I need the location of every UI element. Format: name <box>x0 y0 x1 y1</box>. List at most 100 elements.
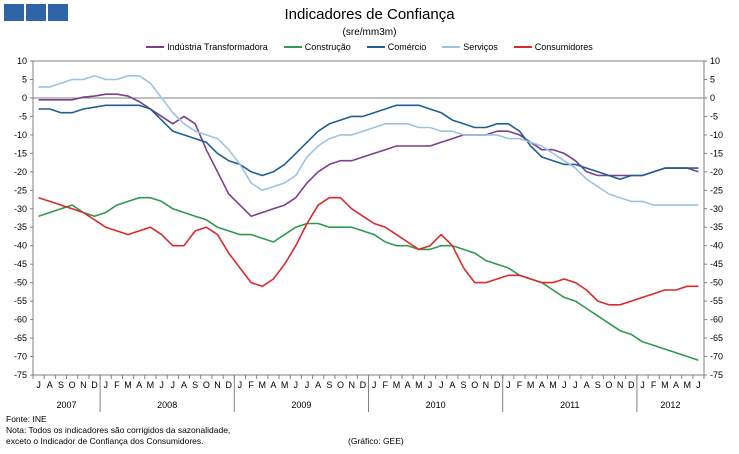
month-label: J <box>640 380 645 390</box>
series-line <box>38 104 699 180</box>
y-tick-label-left: -55 <box>14 296 27 306</box>
month-label: N <box>617 380 624 390</box>
month-label: J <box>305 380 310 390</box>
month-label: A <box>584 380 590 390</box>
month-label: J <box>159 380 164 390</box>
legend-label: Consumidores <box>534 42 593 52</box>
legend-item-comercio: Comércio <box>366 42 427 52</box>
y-tick-label-right: -30 <box>710 204 723 214</box>
logo-square-3 <box>48 4 68 21</box>
y-tick-label-left: -30 <box>14 204 27 214</box>
y-tick-label-left: -40 <box>14 241 27 251</box>
seasonal-note: Nota: Todos os indicadores são corrigido… <box>6 425 231 435</box>
y-tick-label-right: 0 <box>710 93 715 103</box>
series-line <box>38 196 699 361</box>
y-tick-label-left: -35 <box>14 222 27 232</box>
month-label: O <box>203 380 210 390</box>
y-tick-label-right: -15 <box>710 148 723 158</box>
year-label: 2011 <box>560 400 579 410</box>
month-label: J <box>573 380 578 390</box>
y-tick-label-left: -65 <box>14 333 27 343</box>
month-label: J <box>428 380 433 390</box>
y-tick-label-right: -35 <box>710 222 723 232</box>
month-label: O <box>471 380 478 390</box>
month-label: A <box>47 380 53 390</box>
year-label: 2008 <box>157 400 177 410</box>
y-tick-label-right: 5 <box>710 74 715 84</box>
month-label: F <box>651 380 657 390</box>
y-tick-label-left: -70 <box>14 352 27 362</box>
chart-title: Indicadores de Confiança <box>284 6 455 23</box>
month-label: M <box>549 380 557 390</box>
y-tick-label-right: 10 <box>710 56 720 66</box>
y-tick-label-right: -65 <box>710 333 723 343</box>
legend-swatch <box>283 46 302 48</box>
y-tick-label-left: 10 <box>17 56 27 66</box>
month-label: A <box>181 380 187 390</box>
month-label: F <box>383 380 389 390</box>
plot-frame <box>32 60 705 376</box>
month-label: D <box>91 380 98 390</box>
month-label: M <box>661 380 669 390</box>
month-label: N <box>214 380 221 390</box>
y-tick-label-right: -75 <box>710 370 723 380</box>
month-label: J <box>103 380 108 390</box>
month-label: M <box>124 380 132 390</box>
month-label: M <box>415 380 423 390</box>
series-line <box>38 196 699 306</box>
y-tick-label-left: -15 <box>14 148 27 158</box>
year-label: 2009 <box>291 400 311 410</box>
month-label: S <box>192 380 198 390</box>
legend-label: Indústria Transformadora <box>167 42 268 52</box>
legend-item-servicos: Serviços <box>442 42 498 52</box>
month-label: A <box>405 380 411 390</box>
y-tick-label-left: 5 <box>22 74 27 84</box>
legend-swatch <box>442 46 461 48</box>
month-label: M <box>393 380 401 390</box>
y-tick-label-left: -60 <box>14 315 27 325</box>
month-label: O <box>605 380 612 390</box>
chart-legend: Indústria Transformadora Construção Comé… <box>0 42 739 52</box>
year-label: 2010 <box>426 400 446 410</box>
legend-swatch <box>513 46 532 48</box>
month-label: M <box>683 380 691 390</box>
logo-square-1 <box>4 4 24 21</box>
month-label: N <box>483 380 490 390</box>
month-label: S <box>58 380 64 390</box>
month-label: J <box>238 380 243 390</box>
legend-label: Comércio <box>387 42 427 52</box>
legend-label: Serviços <box>463 42 498 52</box>
chart-credit: (Gráfico: GEE) <box>348 436 404 446</box>
month-label: J <box>171 380 176 390</box>
chart-subtitle: (sre/mm3m) <box>342 27 397 38</box>
month-label: N <box>80 380 87 390</box>
y-tick-label-right: -40 <box>710 241 723 251</box>
month-label: A <box>539 380 545 390</box>
month-label: A <box>449 380 455 390</box>
y-tick-label-left: 0 <box>22 93 27 103</box>
y-tick-label-left: -50 <box>14 278 27 288</box>
y-tick-label-left: -25 <box>14 185 27 195</box>
y-tick-label-left: -10 <box>14 130 27 140</box>
month-label: M <box>147 380 155 390</box>
month-label: J <box>372 380 377 390</box>
y-tick-label-left: -20 <box>14 167 27 177</box>
month-label: J <box>36 380 41 390</box>
y-tick-label-left: -5 <box>19 111 27 121</box>
y-tick-label-right: -25 <box>710 185 723 195</box>
year-label: 2012 <box>660 400 680 410</box>
legend-label: Construção <box>304 42 351 52</box>
seasonal-note-continued: exceto o Indicador de Confiança dos Cons… <box>6 436 204 446</box>
legend-item-construcao: Construção <box>283 42 351 52</box>
legend-item-industria: Indústria Transformadora <box>146 42 268 52</box>
month-label: A <box>136 380 142 390</box>
y-tick-label-right: -50 <box>710 278 723 288</box>
y-tick-label-right: -5 <box>710 111 718 121</box>
y-tick-label-left: -75 <box>14 370 27 380</box>
month-label: S <box>595 380 601 390</box>
month-label: A <box>270 380 276 390</box>
month-label: M <box>259 380 267 390</box>
month-label: M <box>527 380 535 390</box>
legend-item-consumidores: Consumidores <box>513 42 593 52</box>
